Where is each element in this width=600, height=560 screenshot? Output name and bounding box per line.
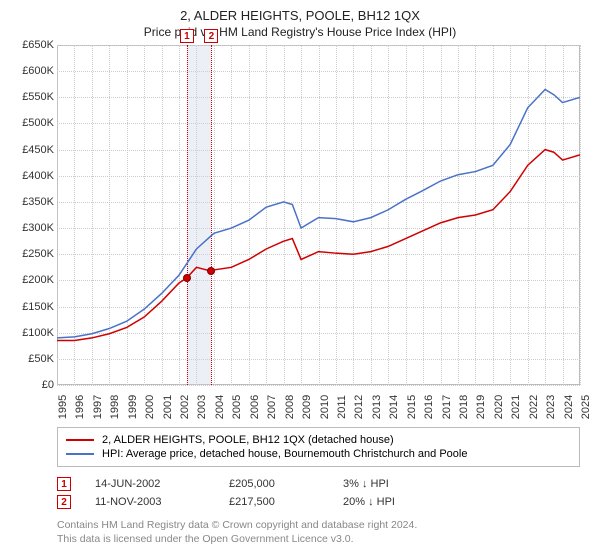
x-axis-label: 1999: [127, 395, 139, 419]
x-axis-label: 1998: [109, 395, 121, 419]
y-axis-label: £50K: [12, 353, 54, 365]
plot-area: £0£50K£100K£150K£200K£250K£300K£350K£400…: [57, 45, 580, 385]
y-axis-label: £150K: [12, 301, 54, 313]
x-axis-label: 2021: [510, 395, 522, 419]
attribution-text: Contains HM Land Registry data © Crown c…: [57, 519, 588, 546]
y-axis-label: £400K: [12, 170, 54, 182]
x-axis-label: 2020: [493, 395, 505, 419]
x-axis-label: 2016: [423, 395, 435, 419]
series-svg: [57, 45, 580, 385]
attribution-line1: Contains HM Land Registry data © Crown c…: [57, 519, 588, 533]
x-axis-label: 2001: [162, 395, 174, 419]
series-line: [57, 89, 580, 337]
sale-row-price: £205,000: [229, 478, 319, 490]
x-axis-label: 2010: [319, 395, 331, 419]
y-axis-label: £650K: [12, 39, 54, 51]
y-axis-label: £300K: [12, 222, 54, 234]
x-axis-label: 2023: [545, 395, 557, 419]
sale-row: 1 14-JUN-2002 £205,000 3% ↓ HPI: [57, 477, 588, 491]
x-axis-label: 2005: [231, 395, 243, 419]
y-axis-label: £200K: [12, 274, 54, 286]
y-axis-label: £0: [12, 379, 54, 391]
x-axis-label: 2000: [144, 395, 156, 419]
sale-row-pct: 3% ↓ HPI: [343, 478, 389, 490]
y-axis-label: £550K: [12, 91, 54, 103]
sale-marker-badge: 1: [180, 29, 194, 43]
sales-table: 1 14-JUN-2002 £205,000 3% ↓ HPI 2 11-NOV-2003…: [57, 477, 588, 509]
x-axis-label: 2012: [353, 395, 365, 419]
legend-label: 2, ALDER HEIGHTS, POOLE, BH12 1QX (detac…: [102, 434, 394, 446]
chart-container: 2, ALDER HEIGHTS, POOLE, BH12 1QX Price …: [0, 0, 600, 560]
x-axis-label: 2017: [441, 395, 453, 419]
sale-point-marker: [183, 274, 191, 282]
x-axis-label: 2011: [336, 395, 348, 419]
y-axis-label: £100K: [12, 327, 54, 339]
chart-title-sub: Price paid vs. HM Land Registry's House …: [12, 25, 588, 39]
sale-row-badge: 2: [57, 495, 71, 509]
x-axis-label: 1997: [92, 395, 104, 419]
y-axis-label: £600K: [12, 65, 54, 77]
legend-swatch: [66, 453, 94, 455]
x-axis-label: 2006: [249, 395, 261, 419]
sale-row-date: 14-JUN-2002: [95, 478, 205, 490]
x-axis-label: 2007: [266, 395, 278, 419]
x-axis-label: 2022: [528, 395, 540, 419]
chart-title-address: 2, ALDER HEIGHTS, POOLE, BH12 1QX: [12, 8, 588, 23]
x-axis-label: 2009: [301, 395, 313, 419]
x-axis-label: 2018: [458, 395, 470, 419]
sale-point-marker: [207, 267, 215, 275]
x-gridline: [580, 45, 581, 385]
chart-titles: 2, ALDER HEIGHTS, POOLE, BH12 1QX Price …: [12, 8, 588, 39]
y-axis-label: £450K: [12, 144, 54, 156]
series-line: [57, 150, 580, 341]
legend-box: 2, ALDER HEIGHTS, POOLE, BH12 1QX (detac…: [57, 427, 580, 467]
x-axis-label: 1995: [57, 395, 69, 419]
sale-row-badge: 1: [57, 477, 71, 491]
y-gridline: [57, 385, 580, 386]
x-axis-label: 2004: [214, 395, 226, 419]
attribution-line2: This data is licensed under the Open Gov…: [57, 533, 588, 547]
sale-row: 2 11-NOV-2003 £217,500 20% ↓ HPI: [57, 495, 588, 509]
x-axis-label: 2015: [406, 395, 418, 419]
y-axis-label: £350K: [12, 196, 54, 208]
sale-row-date: 11-NOV-2003: [95, 496, 205, 508]
x-axis-label: 2008: [284, 395, 296, 419]
legend-swatch: [66, 439, 94, 441]
legend-row: 2, ALDER HEIGHTS, POOLE, BH12 1QX (detac…: [66, 434, 571, 446]
y-axis-label: £250K: [12, 248, 54, 260]
x-axis-label: 2003: [196, 395, 208, 419]
x-axis-label: 2014: [388, 395, 400, 419]
legend-row: HPI: Average price, detached house, Bour…: [66, 448, 571, 460]
x-axis-label: 2002: [179, 395, 191, 419]
x-axis-label: 2024: [563, 395, 575, 419]
x-axis-label: 1996: [74, 395, 86, 419]
x-axis-label: 2019: [475, 395, 487, 419]
sale-row-price: £217,500: [229, 496, 319, 508]
y-axis-label: £500K: [12, 117, 54, 129]
legend-label: HPI: Average price, detached house, Bour…: [102, 448, 467, 460]
sale-marker-badge: 2: [204, 29, 218, 43]
x-axis-label: 2013: [371, 395, 383, 419]
x-axis-label: 2025: [580, 395, 592, 419]
sale-row-pct: 20% ↓ HPI: [343, 496, 395, 508]
